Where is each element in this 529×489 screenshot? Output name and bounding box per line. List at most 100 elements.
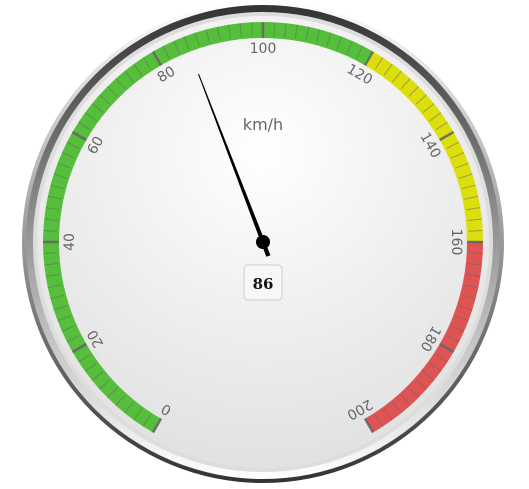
minor-tick [455, 315, 469, 322]
minor-tick [455, 162, 469, 169]
minor-tick [57, 162, 71, 169]
minor-tick [435, 121, 448, 131]
minor-tick [61, 152, 76, 159]
major-tick [71, 342, 87, 354]
major-tick [71, 130, 87, 142]
minor-tick [466, 273, 481, 277]
minor-tick [273, 22, 276, 37]
minor-tick [61, 325, 76, 332]
minor-tick [464, 195, 479, 200]
minor-tick [435, 353, 448, 363]
tick-label: 20 [84, 327, 107, 350]
minor-tick [107, 387, 118, 398]
minor-tick [50, 184, 65, 190]
needle-group [198, 73, 271, 257]
minor-tick [400, 78, 411, 90]
minor-tick [91, 103, 104, 113]
major-tick [151, 50, 163, 66]
minor-tick [84, 362, 97, 372]
plot-band-2 [365, 242, 483, 433]
major-tick [439, 342, 455, 354]
minor-tick [415, 94, 427, 105]
minor-tick [392, 401, 402, 414]
minor-tick [78, 121, 91, 131]
unit-label: km/h [243, 115, 283, 134]
minor-tick [43, 229, 58, 232]
minor-tick [250, 22, 253, 37]
minor-tick [228, 24, 232, 39]
minor-tick [450, 152, 465, 159]
tick-label: 60 [84, 134, 107, 157]
minor-tick [47, 195, 62, 200]
minor-tick [461, 294, 476, 300]
minor-tick [44, 218, 59, 221]
minor-tick [194, 32, 200, 47]
minor-tick [239, 23, 242, 38]
minor-tick [47, 284, 62, 289]
minor-tick [383, 408, 393, 421]
minor-tick [467, 263, 482, 266]
minor-tick [464, 284, 479, 289]
minor-tick [415, 379, 427, 390]
ticks [43, 22, 483, 434]
minor-tick [446, 335, 460, 343]
minor-tick [374, 57, 384, 70]
tick-label: 80 [155, 63, 178, 86]
minor-tick [392, 70, 402, 83]
minor-tick [458, 305, 473, 311]
plot-band-1 [365, 51, 483, 242]
minor-tick [326, 32, 332, 47]
minor-tick [446, 141, 460, 149]
minor-tick [429, 362, 442, 372]
minor-tick [133, 408, 143, 421]
value-box [243, 264, 283, 301]
minor-tick [44, 263, 59, 266]
minor-tick [115, 78, 126, 90]
minor-tick [305, 26, 310, 41]
needle-pivot [256, 235, 270, 249]
minor-tick [429, 112, 442, 122]
minor-tick [66, 335, 80, 343]
minor-tick [162, 45, 170, 59]
tick-label: 40 [62, 233, 78, 251]
minor-tick [142, 57, 152, 70]
minor-tick [315, 29, 321, 44]
plot-bands [43, 22, 483, 433]
minor-tick [346, 40, 353, 55]
major-tick [363, 418, 375, 434]
minor-tick [50, 294, 65, 300]
minor-tick [383, 63, 393, 76]
minor-tick [205, 29, 211, 44]
minor-tick [99, 94, 111, 105]
minor-tick [466, 207, 481, 211]
minor-tick [216, 26, 221, 41]
minor-tick [45, 273, 60, 277]
minor-tick [124, 70, 134, 83]
minor-tick [45, 207, 60, 211]
major-tick [151, 418, 163, 434]
minor-tick [356, 45, 364, 59]
minor-tick [133, 63, 143, 76]
minor-tick [91, 371, 104, 381]
minor-tick [66, 141, 80, 149]
minor-tick [336, 36, 343, 50]
minor-tick [458, 173, 473, 179]
needle [198, 73, 271, 257]
minor-tick [467, 218, 482, 221]
major-tick [363, 50, 375, 66]
minor-tick [468, 229, 483, 232]
minor-tick [294, 24, 298, 39]
minor-tick [284, 23, 287, 38]
minor-tick [43, 252, 58, 255]
minor-tick [400, 394, 411, 406]
minor-tick [115, 394, 126, 406]
minor-tick [107, 86, 118, 97]
minor-tick [183, 36, 190, 50]
minor-tick [78, 353, 91, 363]
minor-tick [374, 414, 384, 427]
tick-label: 100 [250, 41, 277, 57]
minor-tick [124, 401, 134, 414]
minor-tick [84, 112, 97, 122]
minor-tick [142, 414, 152, 427]
